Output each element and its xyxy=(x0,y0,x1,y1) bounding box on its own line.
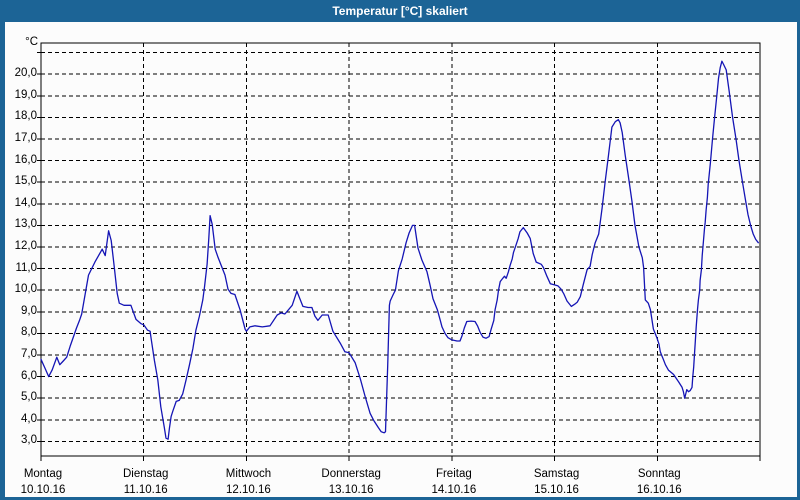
y-tick-label: 9,0 xyxy=(21,304,37,317)
window-title: Temperatur [°C] skaliert xyxy=(332,4,468,18)
day-date: 10.10.16 xyxy=(20,484,66,496)
chart-panel xyxy=(5,22,797,497)
y-tick-label: 13,0 xyxy=(14,218,37,231)
y-tick-label: 11,0 xyxy=(15,261,37,274)
y-axis-unit-label: °C xyxy=(25,35,38,48)
y-tick-label: 20,0 xyxy=(14,67,37,80)
day-label: Freitag 14.10.16 xyxy=(406,466,502,498)
day-name: Dienstag xyxy=(123,468,169,480)
y-tick-label: 17,0 xyxy=(14,132,37,144)
y-tick-label: 16,0 xyxy=(14,153,37,166)
day-date: 16.10.16 xyxy=(636,484,682,496)
y-tick-label: 19,0 xyxy=(14,88,37,101)
day-name: Mittwoch xyxy=(225,468,272,480)
y-tick-label: 3,0 xyxy=(21,434,37,447)
day-label: Mittwoch 12.10.16 xyxy=(200,466,296,498)
day-label: Sonntag 16.10.16 xyxy=(611,466,707,498)
day-label: Montag 10.10.16 xyxy=(0,466,91,498)
day-date: 11.10.16 xyxy=(123,484,168,496)
y-tick-label: 12,0 xyxy=(14,240,37,252)
day-date: 12.10.16 xyxy=(226,484,271,496)
day-name: Freitag xyxy=(435,468,472,480)
y-tick-label: 4,0 xyxy=(21,412,37,425)
window-titlebar[interactable]: Temperatur [°C] skaliert xyxy=(0,0,800,22)
y-tick-label: 18,0 xyxy=(14,110,37,123)
y-tick-label: 6,0 xyxy=(21,369,37,382)
day-date: 13.10.16 xyxy=(328,484,374,496)
day-name: Montag xyxy=(23,468,63,480)
day-label: Donnerstag 13.10.16 xyxy=(303,466,399,498)
y-tick-label: 7,0 xyxy=(21,348,37,360)
day-date: 14.10.16 xyxy=(431,484,477,496)
y-tick-label: 5,0 xyxy=(21,391,37,404)
day-date: 15.10.16 xyxy=(534,484,579,496)
day-label: Samstag 15.10.16 xyxy=(509,466,605,498)
day-name: Donnerstag xyxy=(321,468,381,480)
day-name: Samstag xyxy=(533,468,580,480)
y-tick-label: 14,0 xyxy=(14,196,37,209)
y-tick-label: 15,0 xyxy=(14,175,37,188)
y-tick-label: 10,0 xyxy=(14,283,37,296)
day-label: Dienstag 11.10.16 xyxy=(98,466,194,498)
day-name: Sonntag xyxy=(637,468,681,480)
y-tick-label: 8,0 xyxy=(21,326,37,339)
